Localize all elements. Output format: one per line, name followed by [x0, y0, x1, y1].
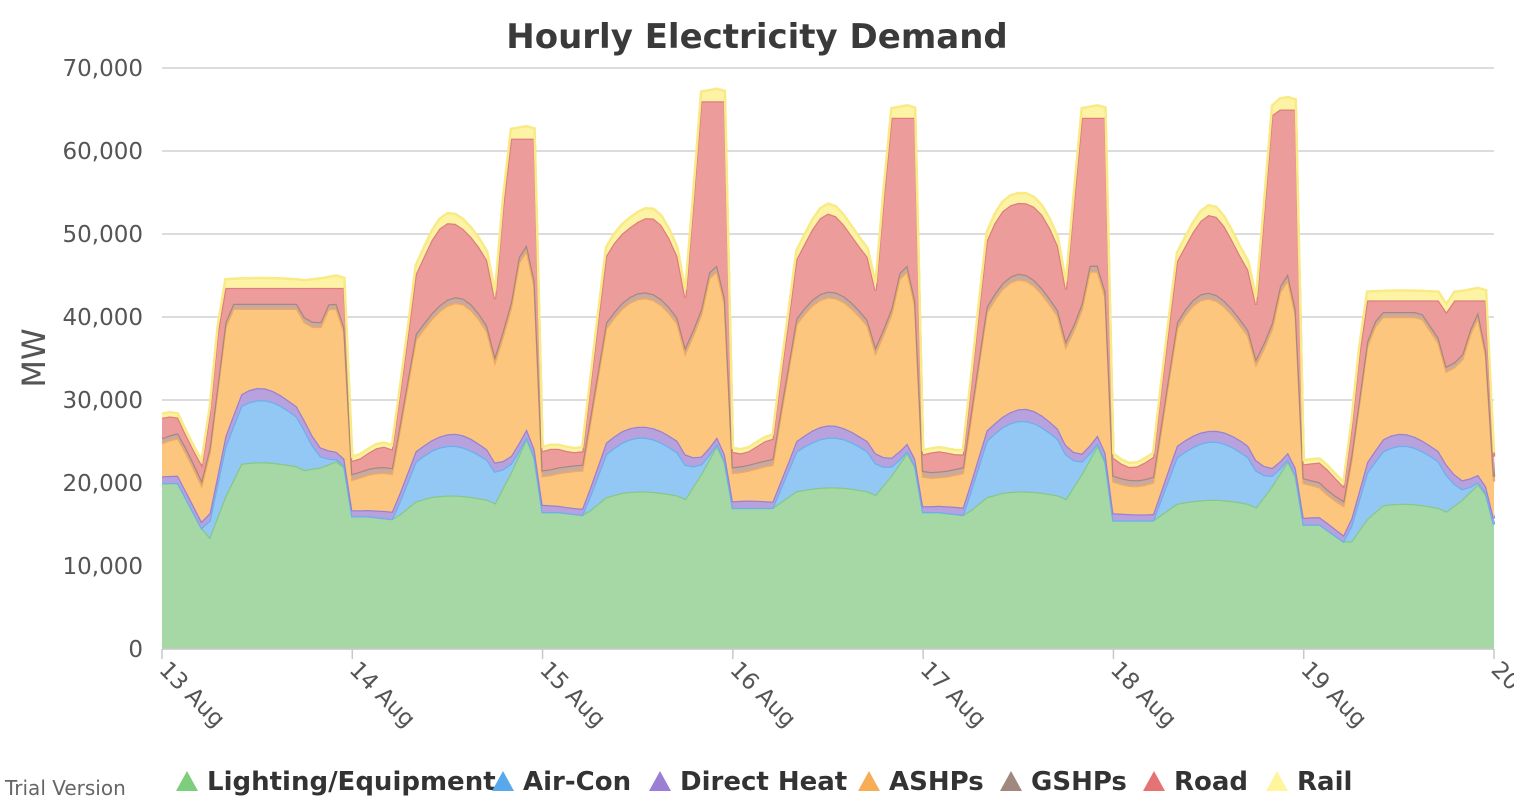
legend-item[interactable]: Air-Con — [492, 767, 631, 797]
y-tick-label: 0 — [128, 637, 143, 663]
legend-label: Road — [1174, 767, 1248, 797]
x-tick-label: 15 Aug — [534, 657, 610, 733]
y-tick-label: 10,000 — [63, 554, 143, 580]
watermark-text: Trial Version — [4, 776, 126, 800]
legend-label: Lighting/Equipment — [207, 767, 496, 797]
x-axis: 13 Aug 14 Aug 15 Aug 16 Aug 17 Aug 18 Aug 19 A… — [154, 648, 1514, 733]
y-tick-label: 30,000 — [63, 388, 143, 414]
legend-item[interactable]: Lighting/Equipment — [176, 767, 496, 797]
legend-item[interactable]: Road — [1143, 767, 1248, 797]
legend-triangle-icon — [1266, 771, 1288, 791]
legend-label: Air-Con — [523, 767, 631, 797]
legend-triangle-icon — [492, 771, 514, 791]
series-areas — [161, 87, 1496, 649]
legend-label: ASHPs — [889, 767, 984, 797]
legend-label: Direct Heat — [680, 767, 847, 797]
x-tick-label: 19 Aug — [1295, 657, 1371, 733]
x-tick-label: 17 Aug — [915, 657, 991, 733]
area-lighting-equipment[interactable] — [162, 438, 1494, 649]
y-tick-label: 60,000 — [63, 139, 143, 165]
y-tick-label: 50,000 — [63, 222, 143, 248]
legend-item[interactable]: Direct Heat — [649, 767, 847, 797]
legend-item[interactable]: GSHPs — [1000, 767, 1127, 797]
x-tick-label: 16 Aug — [725, 657, 801, 733]
x-tick-label: 18 Aug — [1105, 657, 1181, 733]
legend-item[interactable]: ASHPs — [858, 767, 984, 797]
legend-label: GSHPs — [1031, 767, 1127, 797]
series-line-rail — [161, 87, 1496, 485]
area-air-con[interactable] — [162, 400, 1494, 542]
legend-triangle-icon — [176, 771, 198, 791]
legend[interactable]: Lighting/Equipment Air-Con Direct Heat ASHP… — [176, 767, 1352, 797]
x-tick-label: 20 Aug — [1486, 657, 1514, 733]
y-tick-label: 20,000 — [63, 471, 143, 497]
x-tick-label: 13 Aug — [154, 657, 230, 733]
legend-triangle-icon — [649, 771, 671, 791]
y-axis: 0 10,000 20,000 30,000 40,000 50,000 60,000 70,… — [63, 56, 143, 663]
legend-label: Rail — [1297, 767, 1352, 797]
y-axis-label: MW — [15, 328, 53, 387]
area-ashps[interactable] — [162, 250, 1494, 536]
chart-title: Hourly Electricity Demand — [506, 17, 1007, 57]
x-tick-label: 14 Aug — [344, 657, 420, 733]
area-road[interactable] — [162, 101, 1494, 501]
legend-triangle-icon — [1000, 771, 1022, 791]
y-tick-label: 40,000 — [63, 305, 143, 331]
y-tick-label: 70,000 — [63, 56, 143, 82]
legend-triangle-icon — [858, 771, 880, 791]
legend-triangle-icon — [1143, 771, 1165, 791]
legend-item[interactable]: Rail — [1266, 767, 1352, 797]
area-gshps[interactable] — [162, 244, 1494, 506]
